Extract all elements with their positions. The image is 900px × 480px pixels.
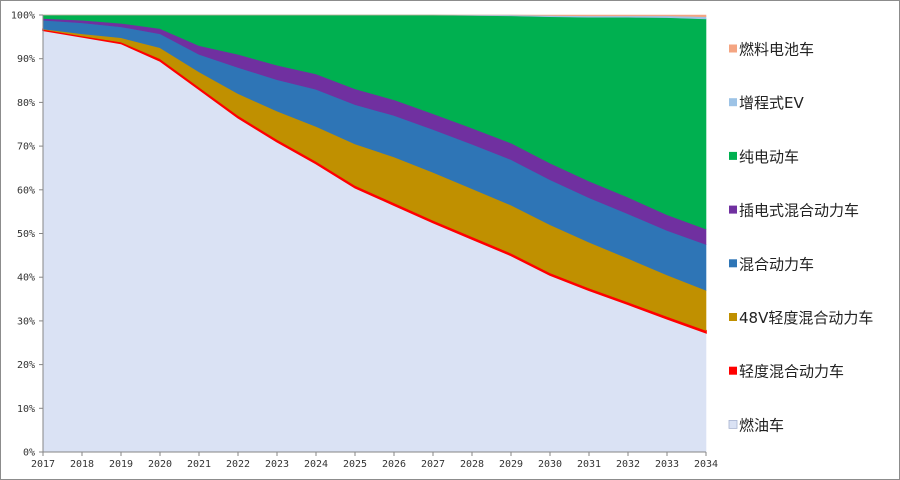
- x-tick-label: 2020: [148, 459, 172, 470]
- y-tick-label: 40%: [17, 273, 35, 284]
- x-tick-label: 2032: [616, 459, 640, 470]
- area-layer: [42, 14, 707, 453]
- legend-label: 增程式EV: [739, 94, 804, 112]
- legend-swatch: [729, 44, 737, 53]
- x-tick-label: 2031: [577, 459, 601, 470]
- y-tick-label: 90%: [17, 54, 35, 65]
- legend-label: 混合动力车: [739, 255, 814, 273]
- x-tick-label: 2018: [70, 459, 94, 470]
- x-tick-label: 2023: [265, 459, 289, 470]
- legend-label: 燃油车: [739, 416, 784, 434]
- legend-label: 48V轻度混合动力车: [739, 309, 873, 327]
- legend-swatch: [728, 419, 738, 429]
- area-series-7: [43, 14, 707, 18]
- y-tick-label: 30%: [17, 316, 35, 327]
- x-tick-label: 2029: [499, 459, 523, 470]
- x-tick-label: 2022: [226, 459, 250, 470]
- legend-label: 纯电动车: [739, 148, 799, 166]
- x-tick-label: 2034: [694, 459, 718, 470]
- x-tick-label: 2033: [655, 459, 679, 470]
- y-tick-label: 80%: [17, 98, 35, 109]
- x-tick-label: 2026: [382, 459, 406, 470]
- x-tick-label: 2019: [109, 459, 133, 470]
- legend-swatch: [729, 205, 737, 214]
- x-tick-label: 2030: [538, 459, 562, 470]
- y-tick-label: 10%: [17, 404, 35, 415]
- x-tick-label: 2025: [343, 459, 367, 470]
- legend-swatch: [729, 98, 737, 107]
- legend-label: 轻度混合动力车: [739, 363, 844, 381]
- y-tick-label: 70%: [17, 142, 35, 153]
- y-tick-label: 60%: [17, 185, 35, 196]
- x-tick-label: 2024: [304, 459, 328, 470]
- y-tick-label: 100%: [11, 11, 35, 22]
- x-tick-label: 2021: [187, 459, 211, 470]
- legend-swatch: [729, 259, 737, 268]
- axes-layer: 0% 10% 20% 30% 40% 50% 60% 70% 80% 90% 100% 2017 201…: [11, 11, 718, 471]
- legend-label: 插电式混合动力车: [739, 202, 859, 220]
- legend-swatch: [729, 151, 737, 160]
- legend-label: 燃料电池车: [739, 41, 814, 59]
- x-tick-label: 2028: [460, 459, 484, 470]
- legend-swatch: [729, 366, 737, 375]
- x-tick-label: 2017: [31, 459, 55, 470]
- legend-swatch: [729, 313, 737, 321]
- y-tick-label: 0%: [23, 448, 35, 459]
- y-tick-label: 50%: [17, 229, 35, 240]
- x-tick-label: 2027: [421, 459, 445, 470]
- y-tick-label: 20%: [17, 360, 35, 371]
